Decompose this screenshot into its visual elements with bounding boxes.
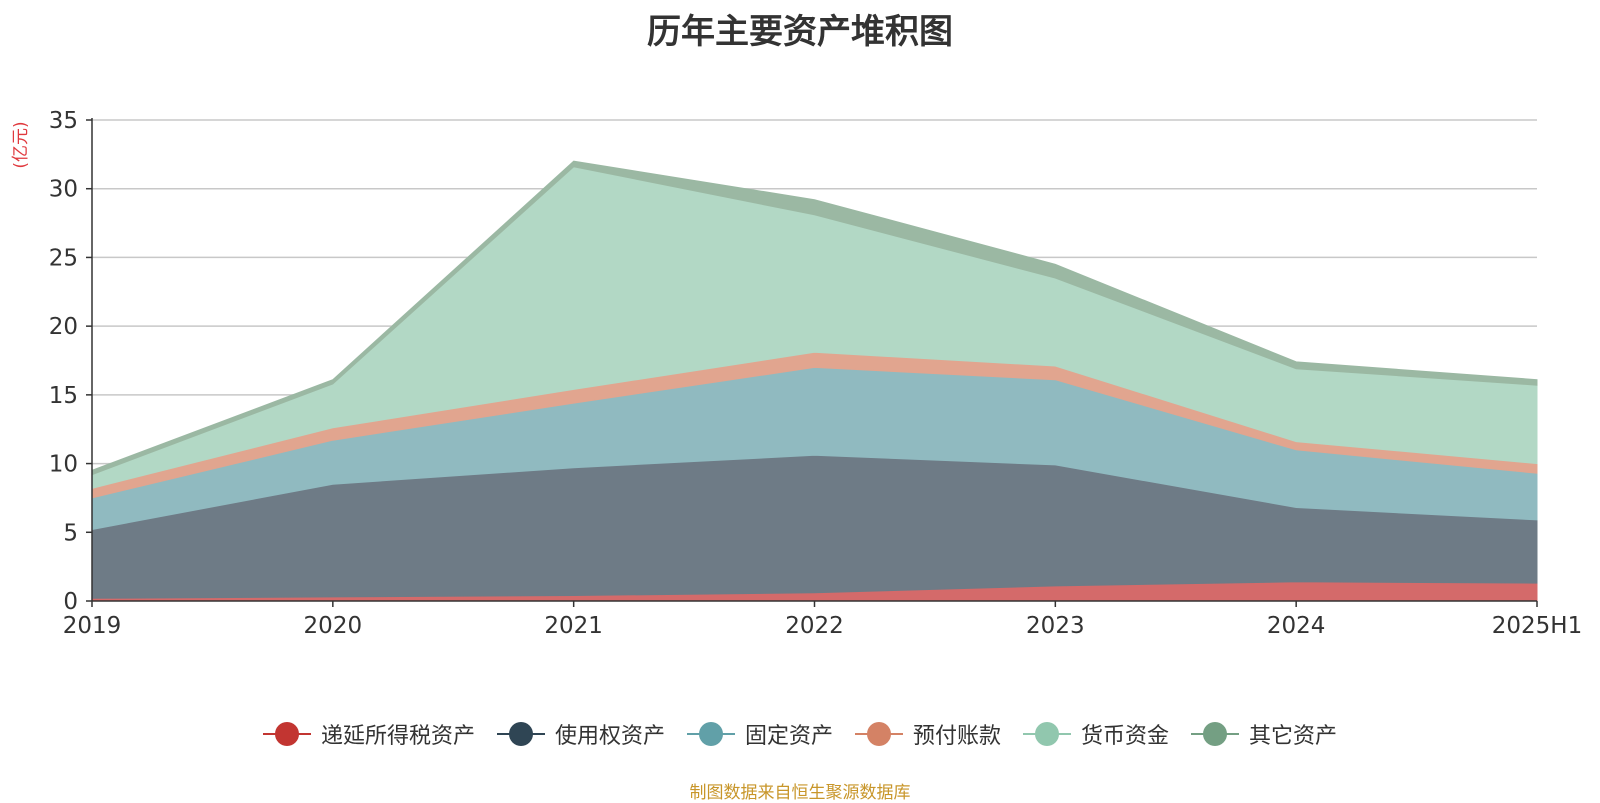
y-tick-label: 5 xyxy=(63,520,78,546)
source-note: 制图数据来自恒生聚源数据库 xyxy=(689,783,911,803)
legend-item-0[interactable]: 递延所得税资产 xyxy=(262,718,475,750)
legend-item-5[interactable]: 其它资产 xyxy=(1191,718,1337,750)
x-tick-label: 2019 xyxy=(63,613,122,639)
legend-label: 使用权资产 xyxy=(554,724,665,749)
x-tick-label: 2020 xyxy=(304,613,363,639)
y-tick-label: 35 xyxy=(49,108,78,134)
legend-marker-icon xyxy=(1023,722,1072,746)
y-tick-label: 25 xyxy=(49,245,78,271)
y-axis-label: (亿元) xyxy=(11,121,31,168)
legend-label: 预付账款 xyxy=(913,724,1002,749)
x-tick-label: 2025H1 xyxy=(1492,613,1582,639)
x-tick-label: 2022 xyxy=(785,613,844,639)
legend-marker-icon xyxy=(496,722,545,746)
legend-label: 其它资产 xyxy=(1249,724,1338,749)
legend: 递延所得税资产 使用权资产 固定资产 预付账款 货币资金 其它资产 xyxy=(0,718,1600,750)
legend-label: 递延所得税资产 xyxy=(320,724,475,749)
chart-title: 历年主要资产堆积图 xyxy=(647,12,953,52)
y-tick-label: 15 xyxy=(49,383,78,409)
legend-item-1[interactable]: 使用权资产 xyxy=(496,718,665,750)
legend-marker-icon xyxy=(1191,722,1240,746)
area-series-5 xyxy=(91,160,1538,476)
legend-item-2[interactable]: 固定资产 xyxy=(686,718,833,750)
legend-marker-icon xyxy=(686,722,735,746)
legend-item-4[interactable]: 货币资金 xyxy=(1023,718,1169,750)
legend-label: 固定资产 xyxy=(744,724,833,749)
y-tick-label: 0 xyxy=(63,589,78,615)
legend-item-3[interactable]: 预付账款 xyxy=(855,718,1001,750)
x-tick-label: 2021 xyxy=(544,613,603,639)
legend-marker-icon xyxy=(262,722,311,746)
y-tick-label: 20 xyxy=(49,314,78,340)
x-tick-label: 2023 xyxy=(1026,613,1085,639)
y-tick-label: 10 xyxy=(49,452,78,478)
axes: 0 5 10 15 20 25 30 35 2019 2020 2021 2022 2023 2024 20… xyxy=(49,108,1583,639)
x-tick-label: 2024 xyxy=(1267,613,1326,639)
stacked-areas xyxy=(91,160,1538,602)
y-tick-label: 30 xyxy=(49,177,78,203)
legend-label: 货币资金 xyxy=(1081,724,1170,749)
legend-marker-icon xyxy=(855,722,903,746)
